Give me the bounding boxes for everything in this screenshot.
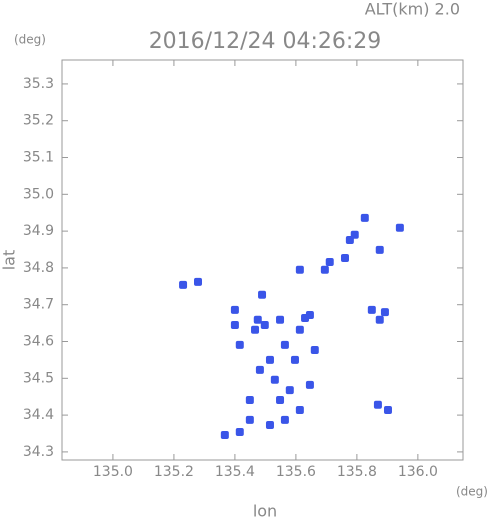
y-tick-label: 34.5 <box>23 370 54 386</box>
x-tick-label: 135.2 <box>154 464 194 480</box>
echo-point <box>305 311 314 320</box>
x-tick-label: 135.4 <box>215 464 255 480</box>
echo-point <box>276 315 285 324</box>
x-axis-label: lon <box>253 502 277 521</box>
echo-point <box>220 430 229 439</box>
echo-point <box>251 325 260 334</box>
echo-point <box>345 235 354 244</box>
echo-point <box>245 415 254 424</box>
y-tick-label: 34.6 <box>23 334 54 350</box>
echo-point <box>258 290 267 299</box>
y-tick-label: 35.3 <box>23 76 54 92</box>
echo-point <box>320 265 329 274</box>
echo-point <box>305 380 314 389</box>
y-tick-label: 34.7 <box>23 297 54 313</box>
echo-point <box>395 223 404 232</box>
echo-point <box>235 428 244 437</box>
echo-point <box>260 320 269 329</box>
echo-point <box>367 305 376 314</box>
echo-point <box>270 375 279 384</box>
x-unit: (deg) <box>456 485 488 499</box>
echo-point <box>280 340 289 349</box>
y-unit: (deg) <box>14 33 46 47</box>
altitude-label: ALT(km) 2.0 <box>365 0 460 19</box>
echo-point <box>265 421 274 430</box>
x-tick-label: 135.6 <box>276 464 316 480</box>
echo-point <box>360 213 369 222</box>
echo-point <box>235 340 244 349</box>
echo-point <box>280 415 289 424</box>
echo-point <box>375 315 384 324</box>
echo-point <box>373 400 382 409</box>
x-tick-label: 136.0 <box>398 464 438 480</box>
y-axis-label: lat <box>0 250 19 271</box>
echo-point <box>253 315 262 324</box>
chart-title: 2016/12/24 04:26:29 <box>149 29 382 54</box>
x-tick-label: 135.8 <box>337 464 377 480</box>
y-tick-label: 35.1 <box>23 150 54 166</box>
y-tick-label: 35.0 <box>23 186 54 202</box>
echo-point <box>230 320 239 329</box>
y-tick-label: 34.4 <box>23 407 54 423</box>
echo-point <box>375 245 384 254</box>
echo-point <box>295 325 304 334</box>
plot-frame <box>61 59 464 461</box>
echo-point <box>276 396 285 405</box>
y-tick-label: 34.3 <box>23 444 54 460</box>
y-tick-label: 34.8 <box>23 260 54 276</box>
echo-point <box>295 265 304 274</box>
echo-point <box>380 308 389 317</box>
echo-point <box>295 405 304 414</box>
echo-point <box>230 305 239 314</box>
echo-point <box>194 277 203 286</box>
echo-point <box>340 253 349 262</box>
echo-point <box>245 396 254 405</box>
echo-point <box>290 355 299 364</box>
y-tick-label: 35.2 <box>23 113 54 129</box>
echo-point <box>310 345 319 354</box>
echo-point <box>255 365 264 374</box>
echo-point <box>285 386 294 395</box>
x-tick-label: 135.0 <box>93 464 133 480</box>
echo-point <box>179 280 188 289</box>
echo-point <box>383 405 392 414</box>
echo-point <box>325 258 334 267</box>
y-tick-label: 34.9 <box>23 223 54 239</box>
echo-point <box>265 355 274 364</box>
